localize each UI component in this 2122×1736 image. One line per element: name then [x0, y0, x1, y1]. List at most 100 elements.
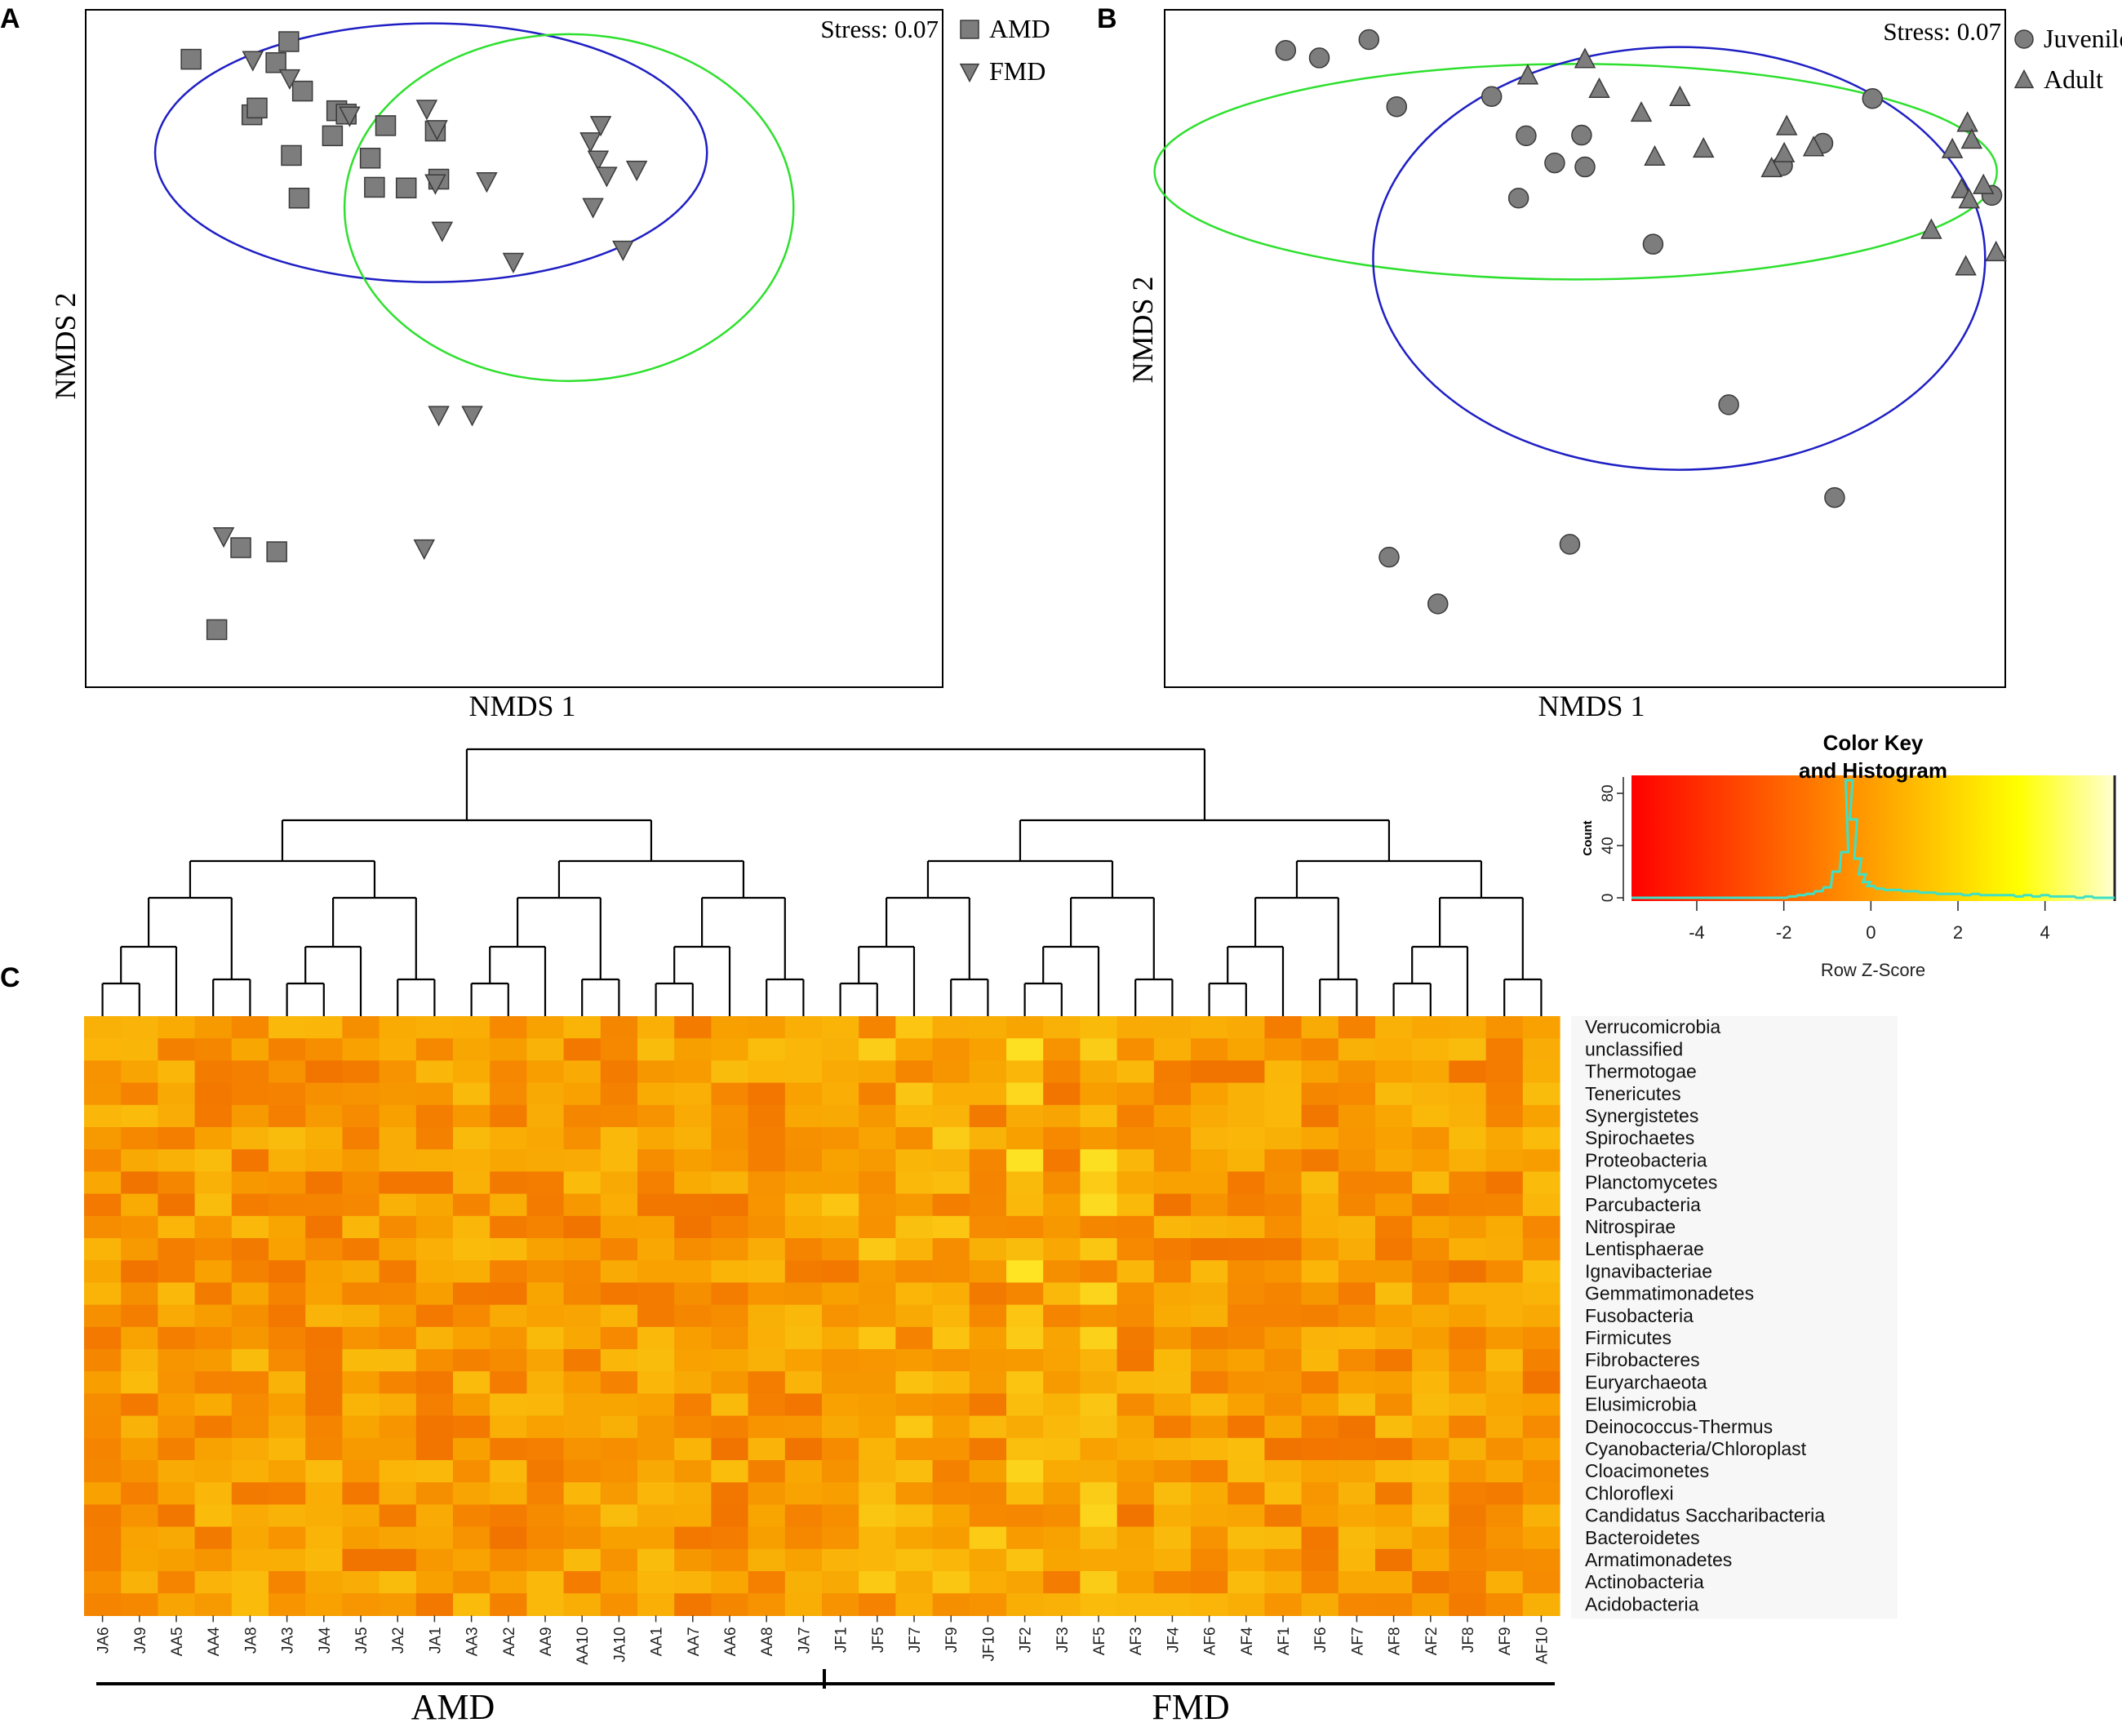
heatmap-cell — [379, 1548, 417, 1572]
panel-b-y-axis-label: NMDS 2 — [1126, 276, 1159, 383]
heatmap-cell — [969, 1593, 1007, 1616]
heatmap-cell — [748, 1548, 786, 1572]
heatmap-cell — [1412, 1215, 1449, 1239]
heatmap-cell — [231, 1260, 269, 1283]
heatmap-cell — [1375, 1415, 1413, 1439]
heatmap-cell — [1375, 1371, 1413, 1394]
heatmap-cell — [1043, 1171, 1081, 1195]
heatmap-cell — [674, 1460, 712, 1483]
heatmap-cell — [1080, 1127, 1118, 1150]
heatmap-cell — [526, 1282, 565, 1306]
heatmap-row-label: Nitrospirae — [1585, 1216, 1676, 1237]
heatmap-cell — [1375, 1060, 1413, 1084]
heatmap-cell — [526, 1326, 565, 1350]
panel-b-point-juvenile — [1642, 233, 1664, 255]
heatmap-cell — [1412, 1482, 1449, 1505]
panel-b-point-adult — [1920, 218, 1942, 239]
heatmap-cell — [1264, 1193, 1303, 1217]
heatmap-cell — [231, 1371, 269, 1394]
heatmap-cell — [194, 1082, 233, 1106]
heatmap-cell — [379, 1326, 417, 1350]
heatmap-cell — [563, 1171, 602, 1195]
heatmap-cell — [1116, 1371, 1155, 1394]
heatmap-cell — [342, 1193, 380, 1217]
heatmap-cell — [1264, 1526, 1303, 1550]
color-key-x-tick-label: -4 — [1689, 922, 1705, 943]
heatmap-cell — [1043, 1282, 1081, 1306]
heatmap-cell — [1043, 1437, 1081, 1461]
heatmap-cell — [1412, 1415, 1449, 1439]
heatmap-cell — [415, 1415, 454, 1439]
panel-a-x-axis-label: NMDS 1 — [468, 690, 575, 722]
heatmap-cell — [932, 1215, 970, 1239]
heatmap-cell — [453, 1526, 491, 1550]
heatmap-cell — [84, 1282, 122, 1306]
heatmap-cell — [1449, 1082, 1487, 1106]
heatmap-cell — [711, 1193, 749, 1217]
heatmap-row-label: Elusimicrobia — [1585, 1394, 1697, 1415]
heatmap-column-label: AA10 — [575, 1627, 592, 1664]
heatmap-cell — [1485, 1548, 1524, 1572]
heatmap-cell — [158, 1437, 196, 1461]
heatmap-cell — [342, 1127, 380, 1150]
heatmap-cell — [1080, 1460, 1118, 1483]
heatmap-cell — [1006, 1371, 1044, 1394]
heatmap-cell — [305, 1393, 343, 1417]
heatmap-cell — [1338, 1482, 1376, 1505]
heatmap-cell — [526, 1571, 565, 1594]
heatmap-cell — [1485, 1437, 1524, 1461]
heatmap-cell — [932, 1548, 970, 1572]
heatmap-cell — [711, 1548, 749, 1572]
heatmap-cell — [269, 1460, 306, 1483]
panel-a-legend-marker-fmd — [959, 63, 980, 83]
heatmap-cell — [600, 1282, 638, 1306]
heatmap-cell — [895, 1149, 934, 1172]
heatmap-cell — [1522, 1127, 1560, 1150]
heatmap-cell — [1485, 1016, 1524, 1039]
heatmap-cell — [822, 1526, 859, 1550]
heatmap-cell — [1191, 1171, 1228, 1195]
heatmap-cell — [158, 1038, 196, 1061]
heatmap-cell — [342, 1504, 380, 1528]
heatmap-cell — [1338, 1460, 1376, 1483]
heatmap-cell — [1264, 1371, 1303, 1394]
heatmap-cell — [1375, 1393, 1413, 1417]
heatmap-cell — [711, 1149, 749, 1172]
heatmap-cell — [1412, 1260, 1449, 1283]
heatmap-cell — [1485, 1282, 1524, 1306]
heatmap-column-label: AA2 — [501, 1627, 518, 1656]
heatmap-cell — [1006, 1215, 1044, 1239]
heatmap-cell — [1191, 1482, 1228, 1505]
heatmap-cell — [1264, 1504, 1303, 1528]
heatmap-cell — [1449, 1526, 1487, 1550]
heatmap-cell — [1227, 1127, 1265, 1150]
panel-b-point-adult — [1941, 137, 1964, 158]
heatmap-cell — [1522, 1193, 1560, 1217]
heatmap-cell — [969, 1171, 1007, 1195]
heatmap-cell — [1006, 1016, 1044, 1039]
heatmap-column-label: JA7 — [796, 1627, 813, 1654]
heatmap-cell — [1338, 1504, 1376, 1528]
heatmap-cell — [379, 1082, 417, 1106]
heatmap-cell — [637, 1349, 675, 1372]
heatmap-cell — [969, 1282, 1007, 1306]
panel-a-point-fmd — [212, 526, 235, 548]
heatmap-cell — [1301, 1460, 1339, 1483]
heatmap-cell — [342, 1260, 380, 1283]
heatmap-cell — [453, 1504, 491, 1528]
panel-a-point-fmd — [587, 150, 610, 171]
heatmap-cell — [1375, 1593, 1413, 1616]
heatmap-column-label: JA10 — [611, 1627, 628, 1662]
heatmap-column-label: JA9 — [132, 1627, 149, 1654]
heatmap-cell — [269, 1238, 306, 1261]
heatmap-label-background — [1571, 1016, 1898, 1618]
heatmap-cell — [711, 1415, 749, 1439]
heatmap-cell — [269, 1016, 306, 1039]
heatmap-cell — [269, 1127, 306, 1150]
heatmap-cell — [1043, 1149, 1081, 1172]
heatmap-cell — [1227, 1149, 1265, 1172]
heatmap-cell — [231, 1326, 269, 1350]
panel-a-point-fmd — [612, 240, 634, 262]
heatmap-cell — [1006, 1415, 1044, 1439]
heatmap-cell — [1043, 1127, 1081, 1150]
